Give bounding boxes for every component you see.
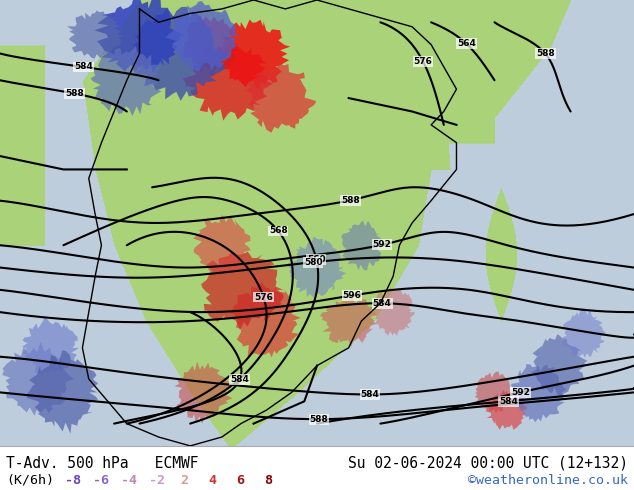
Polygon shape xyxy=(193,215,250,274)
Text: ©weatheronline.co.uk: ©weatheronline.co.uk xyxy=(468,474,628,487)
Polygon shape xyxy=(174,362,233,424)
Text: 584: 584 xyxy=(499,397,517,406)
Text: 584: 584 xyxy=(373,299,392,308)
Text: 592: 592 xyxy=(511,388,530,397)
Polygon shape xyxy=(94,0,184,74)
Text: (K/6h): (K/6h) xyxy=(6,474,55,487)
Polygon shape xyxy=(288,237,346,297)
Text: 6: 6 xyxy=(236,474,244,487)
Text: -8: -8 xyxy=(65,474,81,487)
Polygon shape xyxy=(183,38,273,121)
Text: 564: 564 xyxy=(457,39,476,49)
Polygon shape xyxy=(3,342,74,416)
Text: 568: 568 xyxy=(269,226,288,235)
Text: 576: 576 xyxy=(413,57,432,66)
Text: 596: 596 xyxy=(342,291,361,300)
Polygon shape xyxy=(201,252,283,330)
Text: -2: -2 xyxy=(148,474,165,487)
Polygon shape xyxy=(91,45,161,116)
Text: 580: 580 xyxy=(304,258,323,267)
Text: -6: -6 xyxy=(93,474,109,487)
Polygon shape xyxy=(131,7,230,101)
Text: 584: 584 xyxy=(361,390,379,399)
Polygon shape xyxy=(27,350,98,434)
Text: 592: 592 xyxy=(373,241,391,249)
Text: 576: 576 xyxy=(254,293,273,301)
Polygon shape xyxy=(562,308,605,358)
Text: 560: 560 xyxy=(307,255,326,264)
Polygon shape xyxy=(245,64,316,133)
Polygon shape xyxy=(230,283,301,357)
Text: 588: 588 xyxy=(65,89,84,98)
Text: 2: 2 xyxy=(181,474,188,487)
Polygon shape xyxy=(320,297,377,347)
Polygon shape xyxy=(183,16,238,76)
Polygon shape xyxy=(475,372,517,414)
Polygon shape xyxy=(217,20,290,90)
Polygon shape xyxy=(531,334,588,397)
Text: 588: 588 xyxy=(309,415,328,424)
Text: 584: 584 xyxy=(230,375,249,384)
Text: Su 02-06-2024 00:00 UTC (12+132): Su 02-06-2024 00:00 UTC (12+132) xyxy=(347,456,628,470)
Polygon shape xyxy=(341,220,382,270)
Polygon shape xyxy=(486,390,527,430)
Text: 588: 588 xyxy=(341,196,359,205)
Text: T-Adv. 500 hPa   ECMWF: T-Adv. 500 hPa ECMWF xyxy=(6,456,199,470)
Polygon shape xyxy=(511,364,567,422)
Polygon shape xyxy=(67,10,124,59)
Text: 4: 4 xyxy=(209,474,216,487)
Polygon shape xyxy=(371,288,415,336)
Text: 588: 588 xyxy=(536,49,555,58)
Polygon shape xyxy=(165,1,240,72)
Polygon shape xyxy=(22,317,79,377)
Text: -4: -4 xyxy=(120,474,137,487)
Text: 584: 584 xyxy=(74,62,93,72)
Text: 8: 8 xyxy=(264,474,272,487)
